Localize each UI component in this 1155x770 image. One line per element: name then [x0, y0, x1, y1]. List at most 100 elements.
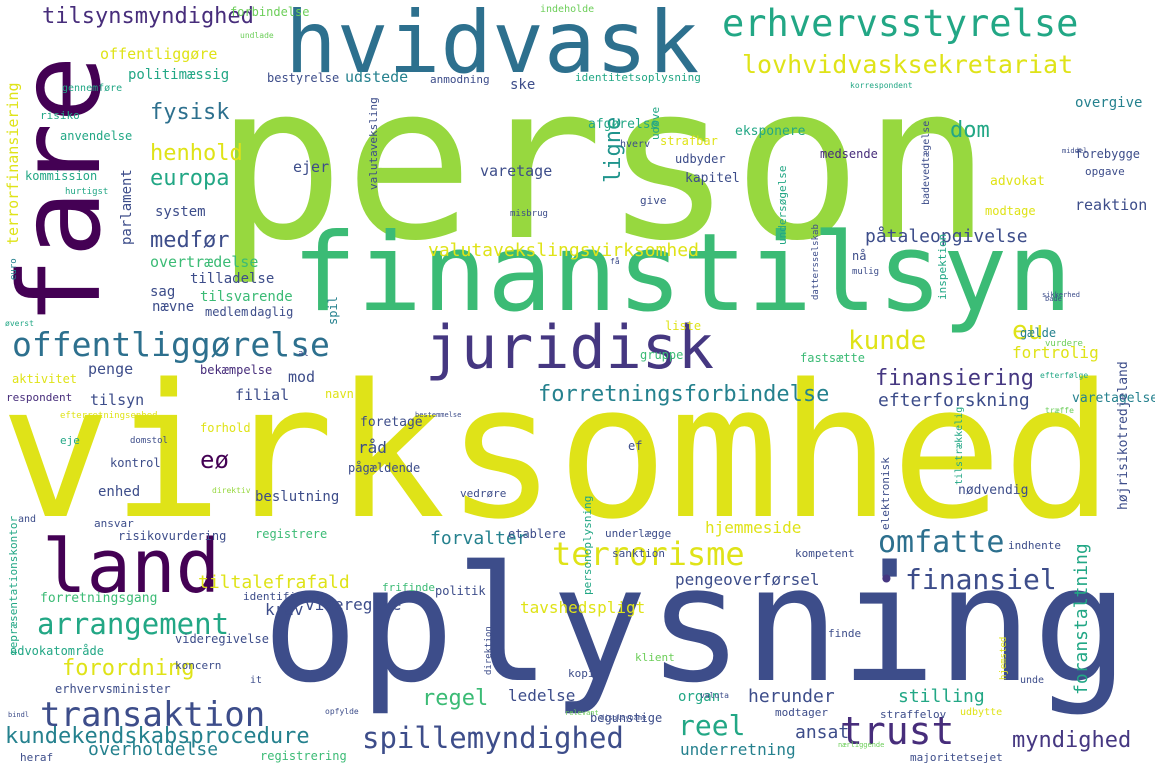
- word-and: and: [18, 514, 37, 525]
- word-indeholde: indeholde: [540, 4, 595, 15]
- word-identitetsoplysning: identitetsoplysning: [575, 71, 701, 84]
- word-medlem: medlem: [205, 305, 249, 319]
- word-dom: dom: [950, 118, 990, 143]
- word-naa: nå: [852, 249, 867, 263]
- word-beslutning: beslutning: [255, 489, 340, 505]
- word-vurdere: vurdere: [1045, 339, 1083, 349]
- word-repraesentationskontor: repræsentationskontor: [7, 515, 20, 655]
- word-respondent: respondent: [6, 391, 73, 404]
- word-underlaegge: underlægge: [605, 527, 672, 540]
- word-forebygge: forebygge: [1075, 147, 1141, 161]
- word-gruppe: gruppe: [640, 348, 684, 362]
- word-forbindelse: forbindelse: [230, 5, 310, 19]
- word-overholdelse: overholdelse: [88, 739, 219, 760]
- word-varetage: varetage: [480, 162, 553, 180]
- word-omfatte: omfatte: [878, 525, 1005, 560]
- word-valuta: valuta: [700, 691, 729, 700]
- word-finansiering: finansiering: [875, 366, 1034, 391]
- word-dot: •: [878, 563, 895, 596]
- word-udbytte: udbytte: [960, 707, 1003, 718]
- word-land: land: [42, 524, 221, 610]
- word-overtraedelse: overtrædelse: [150, 253, 259, 271]
- word-bade: bade: [1045, 295, 1062, 303]
- word-terrorfinansiering: terrorfinansiering: [4, 82, 22, 245]
- word-domstol: domstol: [130, 436, 168, 446]
- word-underretning: underretning: [680, 740, 796, 759]
- word-direktion: direktion: [484, 626, 494, 675]
- word-give: give: [640, 194, 667, 207]
- word-politimaessig: politimæssig: [128, 67, 230, 83]
- word-forhold: forhold: [200, 421, 251, 435]
- word-faa: få: [610, 257, 620, 266]
- word-stilling: stilling: [898, 686, 985, 707]
- word-identificere: identificere: [243, 590, 323, 603]
- word-valutaveksling: valutaveksling: [367, 97, 380, 190]
- word-foretage: foretage: [360, 415, 423, 430]
- word-elektronisk: elektronisk: [879, 457, 892, 530]
- word-modtage: modtage: [985, 204, 1036, 218]
- word-oeverst: øverst: [5, 319, 34, 328]
- word-sanktion: sanktion: [612, 547, 665, 560]
- word-trust: trust: [840, 709, 955, 753]
- word-anmodning: anmodning: [430, 73, 490, 86]
- word-heraf: heraf: [20, 751, 54, 764]
- word-udstede: udstede: [345, 68, 409, 86]
- word-unde: unde: [1020, 675, 1045, 686]
- word-personoplysning: personoplysning: [581, 495, 594, 595]
- word-eksponere: eksponere: [735, 124, 806, 139]
- word-displayname: displayname: [600, 714, 647, 722]
- word-gaelde: gælde: [1020, 326, 1057, 340]
- word-frifinde: frifinde: [382, 581, 435, 594]
- word-offentliggoerelse: offentliggørelse: [12, 325, 330, 364]
- word-finanstilsyn: finanstilsyn: [292, 211, 1073, 336]
- word-reel: reel: [678, 709, 746, 742]
- word-gennemfoere: gennemføre: [62, 83, 123, 94]
- word-oplysning: oplysning: [262, 531, 1129, 718]
- word-ef: ef: [628, 439, 643, 453]
- word-registrering: registrering: [260, 749, 347, 763]
- word-terrorisme: terrorisme: [552, 535, 745, 573]
- word-misbrug: misbrug: [510, 209, 548, 219]
- word-ejer: ejer: [293, 158, 330, 176]
- word-al: al: [298, 349, 309, 359]
- word-koncern: koncern: [175, 659, 222, 672]
- word-raad: råd: [358, 438, 387, 457]
- word-erhvervsstyrelse: erhvervsstyrelse: [722, 2, 1079, 45]
- word-eu: eu: [1012, 316, 1044, 346]
- word-relevant: relevant: [565, 709, 599, 717]
- word-navn: navn: [325, 387, 354, 401]
- word-europa: europa: [150, 166, 230, 191]
- word-tiltalefrafald: tiltalefrafald: [198, 572, 350, 593]
- word-modtager: modtager: [775, 706, 828, 719]
- word-hjemsted: hjemsted: [999, 636, 1009, 680]
- word-arrangement: arrangement: [37, 607, 230, 641]
- word-hurtigst: hurtigst: [65, 187, 109, 197]
- word-dattersselskab: dattersselskab: [811, 224, 821, 300]
- word-forretningsgang: forretningsgang: [40, 591, 158, 606]
- word-enhed: enhed: [98, 484, 141, 500]
- word-begunstige: begunstige: [590, 711, 663, 725]
- word-medsende: medsende: [820, 147, 878, 161]
- word-undersoegelse: undersøgelse: [776, 165, 789, 245]
- word-forretningsforbindelse: forretningsforbindelse: [538, 382, 830, 407]
- word-organ: organ: [678, 689, 721, 705]
- word-bestemmelse: bestemmelse: [415, 411, 462, 419]
- word-tilsyn: tilsyn: [90, 391, 145, 409]
- word-spillemyndighed: spillemyndighed: [362, 721, 624, 755]
- word-bestyrelse: bestyrelse: [267, 71, 340, 85]
- word-vedroere: vedrøre: [460, 487, 507, 500]
- word-daglig: daglig: [250, 305, 294, 319]
- word-finde: finde: [828, 627, 862, 640]
- word-kompetent: kompetent: [795, 547, 855, 560]
- word-klient: klient: [635, 651, 675, 664]
- word-mulig: mulig: [852, 267, 880, 277]
- word-liste: liste: [665, 319, 702, 333]
- word-valutavekslingsvirksomhed: valutavekslingsvirksomhed: [428, 240, 699, 261]
- word-advokatomraade: advokatområde: [10, 644, 104, 658]
- word-registrere: registrere: [255, 527, 328, 541]
- word-indhente: indhente: [1008, 539, 1061, 552]
- word-paagaeldende: pågældende: [348, 461, 421, 475]
- word-myndighed: myndighed: [1012, 728, 1132, 753]
- word-erhvervsminister: erhvervsminister: [55, 682, 171, 696]
- word-medfoer: medfør: [150, 228, 230, 253]
